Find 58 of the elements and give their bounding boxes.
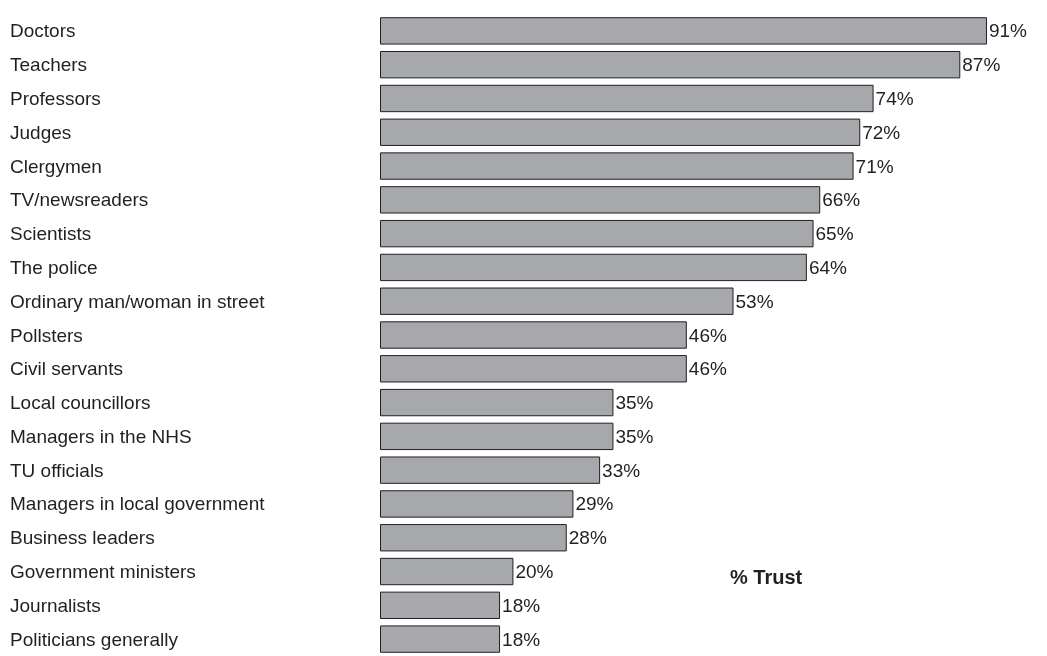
bar bbox=[380, 388, 614, 417]
y-tick-label: TV/newsreaders bbox=[10, 189, 149, 211]
data-label: 18% bbox=[502, 594, 541, 616]
bar bbox=[380, 321, 687, 349]
data-label: 46% bbox=[688, 324, 727, 346]
y-tick-label: Journalists bbox=[10, 594, 101, 616]
bar bbox=[380, 152, 854, 180]
bar bbox=[380, 253, 807, 282]
bar bbox=[380, 591, 501, 619]
y-tick-label: Managers in local government bbox=[10, 493, 266, 515]
data-label: 28% bbox=[568, 527, 607, 549]
y-tick-label: Professors bbox=[10, 87, 101, 109]
data-label: 71% bbox=[855, 155, 894, 177]
bar bbox=[380, 186, 821, 214]
data-label: 72% bbox=[862, 121, 901, 143]
data-label: 20% bbox=[515, 561, 554, 583]
bar bbox=[380, 355, 687, 383]
y-tick-label: Civil servants bbox=[10, 358, 123, 380]
bar bbox=[380, 625, 501, 653]
bar bbox=[380, 456, 601, 484]
bar bbox=[380, 84, 874, 113]
y-tick-label: Local councillors bbox=[10, 392, 151, 414]
y-tick-label: Pollsters bbox=[10, 324, 83, 346]
y-tick-label: Politicians generally bbox=[10, 628, 179, 650]
y-tick-label: The police bbox=[10, 256, 98, 278]
y-tick-label: Judges bbox=[10, 121, 72, 143]
y-tick-label: Ordinary man/woman in street bbox=[10, 290, 266, 312]
bar bbox=[380, 557, 514, 586]
bar bbox=[380, 524, 567, 552]
data-label: 29% bbox=[575, 493, 614, 515]
data-label: 35% bbox=[615, 425, 654, 447]
data-label: 87% bbox=[962, 54, 1001, 76]
bar bbox=[380, 490, 574, 518]
y-tick-label: Scientists bbox=[10, 223, 92, 245]
bar bbox=[380, 422, 614, 451]
data-label: 74% bbox=[875, 87, 914, 109]
bar bbox=[380, 287, 734, 315]
y-tick-label: Clergymen bbox=[10, 155, 102, 177]
bar bbox=[380, 118, 861, 146]
bar bbox=[380, 17, 987, 45]
y-tick-label: TU officials bbox=[10, 459, 104, 481]
y-tick-label: Doctors bbox=[10, 20, 76, 42]
y-tick-label: Managers in the NHS bbox=[10, 425, 192, 447]
data-label: 18% bbox=[502, 628, 541, 650]
data-label: 65% bbox=[815, 223, 854, 245]
y-tick-label: Teachers bbox=[10, 54, 88, 76]
data-label: 33% bbox=[602, 459, 641, 481]
y-tick-label: Business leaders bbox=[10, 527, 155, 549]
bar bbox=[380, 219, 814, 248]
bar bbox=[380, 51, 961, 79]
y-tick-label: Government ministers bbox=[10, 561, 196, 583]
data-label: 66% bbox=[822, 189, 861, 211]
data-label: 53% bbox=[735, 290, 774, 312]
annotation: % Trust bbox=[730, 566, 803, 588]
data-label: 46% bbox=[688, 358, 727, 380]
data-label: 91% bbox=[988, 20, 1028, 42]
data-label: 64% bbox=[808, 256, 848, 278]
data-label: 35% bbox=[615, 392, 654, 414]
